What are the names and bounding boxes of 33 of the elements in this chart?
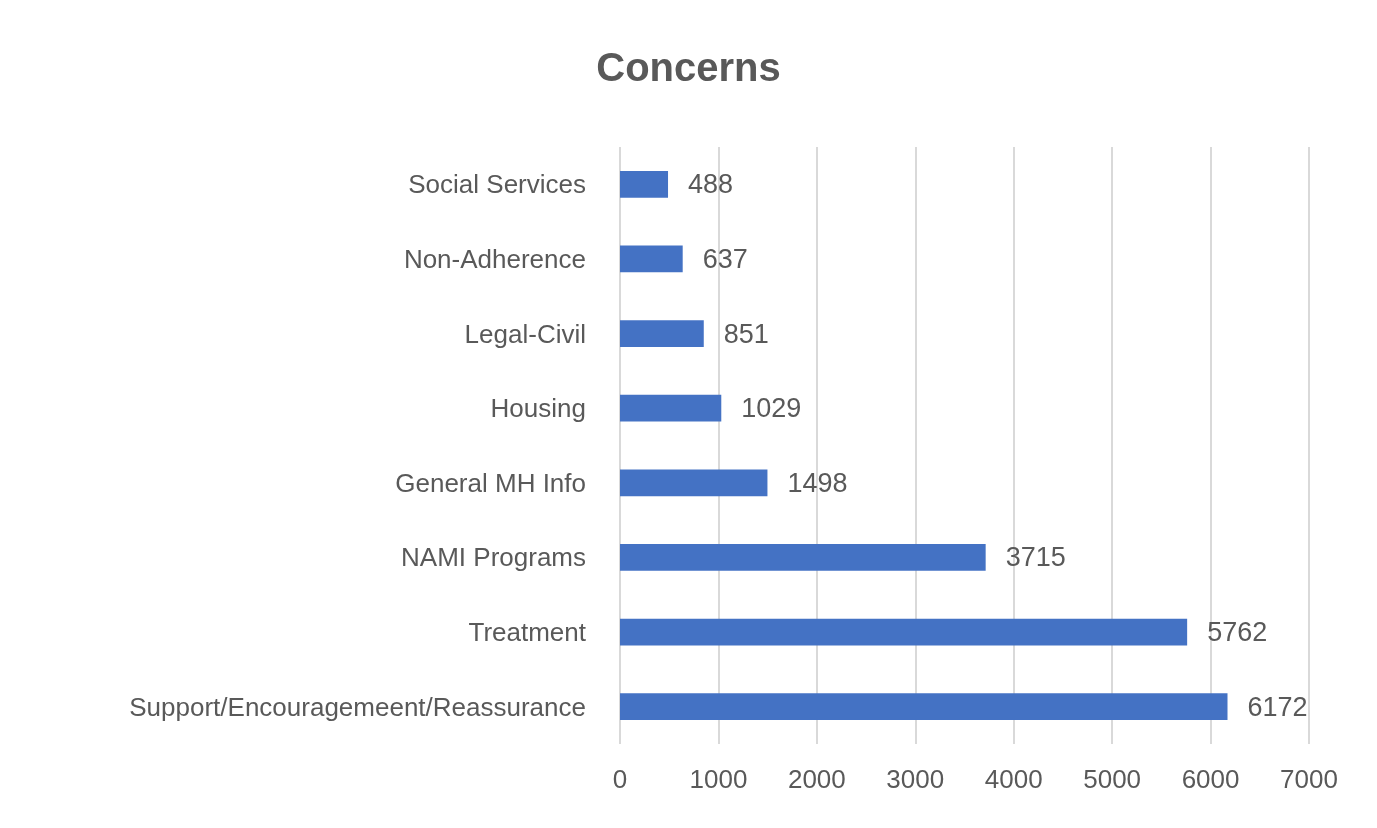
data-label: 5762 — [1207, 617, 1268, 648]
bar — [620, 170, 669, 198]
y-tick-label: Non-Adherence — [403, 243, 586, 274]
x-tick-label: 3000 — [886, 764, 945, 794]
y-tick-label: Support/Encouragemeent/Reassurance — [129, 691, 586, 722]
y-tick-label: General MH Info — [395, 467, 586, 498]
x-tick-label: 2000 — [787, 764, 846, 794]
x-tick-label: 5000 — [1083, 764, 1142, 794]
bar — [620, 618, 1188, 646]
x-tick-label: 6000 — [1181, 764, 1240, 794]
bar — [620, 693, 1228, 721]
y-tick-label: Legal-Civil — [464, 318, 586, 349]
x-tick-label: 1000 — [689, 764, 748, 794]
x-tick-label: 4000 — [984, 764, 1043, 794]
y-tick-label: Treatment — [468, 617, 587, 648]
data-label: 6172 — [1247, 691, 1308, 722]
bar — [620, 469, 768, 497]
y-tick-label: Social Services — [408, 169, 586, 200]
bar — [620, 320, 704, 347]
chart-title: Concerns — [596, 45, 781, 89]
x-tick-label: 7000 — [1280, 764, 1338, 794]
data-label: 1498 — [787, 467, 848, 498]
y-tick-label: Housing — [490, 393, 586, 424]
data-label: 637 — [702, 243, 748, 274]
data-label: 488 — [688, 169, 734, 200]
bar — [620, 544, 986, 571]
data-label: 1029 — [741, 393, 802, 424]
data-label: 851 — [723, 318, 769, 349]
bar — [620, 245, 683, 273]
bar — [620, 394, 722, 422]
y-tick-label: NAMI Programs — [401, 542, 586, 573]
x-tick-label: 0 — [612, 764, 628, 794]
data-label: 3715 — [1005, 542, 1066, 573]
